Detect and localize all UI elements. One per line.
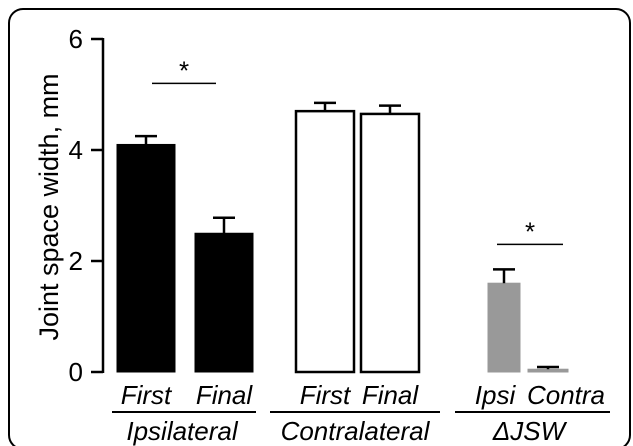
y-tick-label: 6 — [69, 24, 83, 54]
y-tick-label: 0 — [69, 357, 83, 387]
x-tick-label: Final — [196, 380, 254, 410]
group-label: Contralateral — [281, 416, 431, 446]
bar — [359, 112, 421, 374]
x-tick-label: First — [121, 380, 173, 410]
bars-layer — [116, 101, 569, 374]
figure-border — [8, 8, 631, 446]
x-tick-label: Contra — [527, 380, 605, 410]
y-tick-label: 4 — [69, 135, 83, 165]
bar — [116, 143, 176, 373]
x-tick-label: First — [300, 380, 352, 410]
significance-marker: * — [525, 216, 535, 246]
bar — [294, 109, 356, 374]
group-label: Ipsilateral — [126, 416, 238, 446]
group-label: ΔJSW — [492, 416, 568, 446]
y-axis-label: Joint space width, mm — [34, 73, 64, 340]
bar — [527, 368, 569, 373]
significance-marker: * — [179, 55, 189, 85]
x-tick-label: Final — [362, 380, 420, 410]
y-tick-label: 2 — [69, 246, 83, 276]
bar — [487, 282, 521, 373]
labels-layer: First Final First Final Ipsi Contra Ipsilatera… — [112, 55, 610, 446]
axis-layer: 0 2 4 6 — [69, 24, 105, 387]
bar — [194, 232, 254, 373]
x-tick-label: Ipsi — [475, 380, 517, 410]
